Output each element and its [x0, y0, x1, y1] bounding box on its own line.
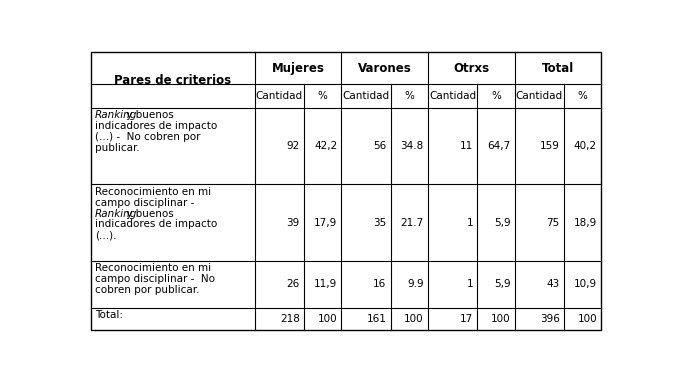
Text: y buenos: y buenos — [123, 110, 173, 120]
Text: 218: 218 — [280, 314, 300, 324]
Text: Cantidad: Cantidad — [256, 91, 303, 101]
Text: Varones: Varones — [358, 62, 412, 75]
Text: 161: 161 — [367, 314, 387, 324]
Text: 5,9: 5,9 — [494, 218, 510, 228]
Text: Total:: Total: — [95, 310, 123, 320]
Text: 9.9: 9.9 — [407, 279, 424, 290]
Text: Ranking: Ranking — [95, 110, 137, 120]
Text: 18,9: 18,9 — [574, 218, 597, 228]
Text: 40,2: 40,2 — [574, 141, 597, 151]
Text: 21.7: 21.7 — [400, 218, 424, 228]
Text: 35: 35 — [373, 218, 387, 228]
Text: 100: 100 — [491, 314, 510, 324]
Text: (...).: (...). — [95, 230, 116, 241]
Text: Reconocimiento en mi: Reconocimiento en mi — [95, 187, 211, 197]
Text: 17,9: 17,9 — [314, 218, 338, 228]
Text: 1: 1 — [466, 279, 473, 290]
Text: %: % — [491, 91, 501, 101]
Text: Reconocimiento en mi: Reconocimiento en mi — [95, 263, 211, 273]
Text: 100: 100 — [577, 314, 597, 324]
Text: Cantidad: Cantidad — [429, 91, 476, 101]
Text: indicadores de impacto: indicadores de impacto — [95, 121, 217, 131]
Text: 159: 159 — [540, 141, 560, 151]
Text: 92: 92 — [287, 141, 300, 151]
Text: 11,9: 11,9 — [314, 279, 338, 290]
Text: 64,7: 64,7 — [487, 141, 510, 151]
Text: Ranking: Ranking — [95, 208, 137, 219]
Text: %: % — [318, 91, 327, 101]
Text: %: % — [578, 91, 587, 101]
Text: 1: 1 — [466, 218, 473, 228]
Text: 16: 16 — [373, 279, 387, 290]
Text: publicar.: publicar. — [95, 143, 140, 153]
Text: Cantidad: Cantidad — [516, 91, 563, 101]
Text: 42,2: 42,2 — [314, 141, 338, 151]
Text: 75: 75 — [547, 218, 560, 228]
Text: 43: 43 — [547, 279, 560, 290]
Text: campo disciplinar -  No: campo disciplinar - No — [95, 274, 215, 284]
Text: 100: 100 — [404, 314, 424, 324]
Text: 56: 56 — [373, 141, 387, 151]
Text: y buenos: y buenos — [123, 208, 173, 219]
Text: Pares de criterios: Pares de criterios — [114, 74, 232, 87]
Text: Total: Total — [542, 62, 574, 75]
Text: 26: 26 — [287, 279, 300, 290]
Text: 10,9: 10,9 — [574, 279, 597, 290]
Text: Otrxs: Otrxs — [453, 62, 489, 75]
Text: 11: 11 — [460, 141, 473, 151]
Text: (...) -  No cobren por: (...) - No cobren por — [95, 132, 200, 142]
Text: Cantidad: Cantidad — [342, 91, 389, 101]
Text: campo disciplinar -: campo disciplinar - — [95, 198, 194, 208]
Text: 17: 17 — [460, 314, 473, 324]
Text: 39: 39 — [287, 218, 300, 228]
Text: cobren por publicar.: cobren por publicar. — [95, 285, 199, 295]
Text: 5,9: 5,9 — [494, 279, 510, 290]
Text: 100: 100 — [318, 314, 338, 324]
Text: %: % — [404, 91, 414, 101]
Text: 396: 396 — [540, 314, 560, 324]
Text: 34.8: 34.8 — [400, 141, 424, 151]
Text: Mujeres: Mujeres — [271, 62, 325, 75]
Text: indicadores de impacto: indicadores de impacto — [95, 219, 217, 230]
